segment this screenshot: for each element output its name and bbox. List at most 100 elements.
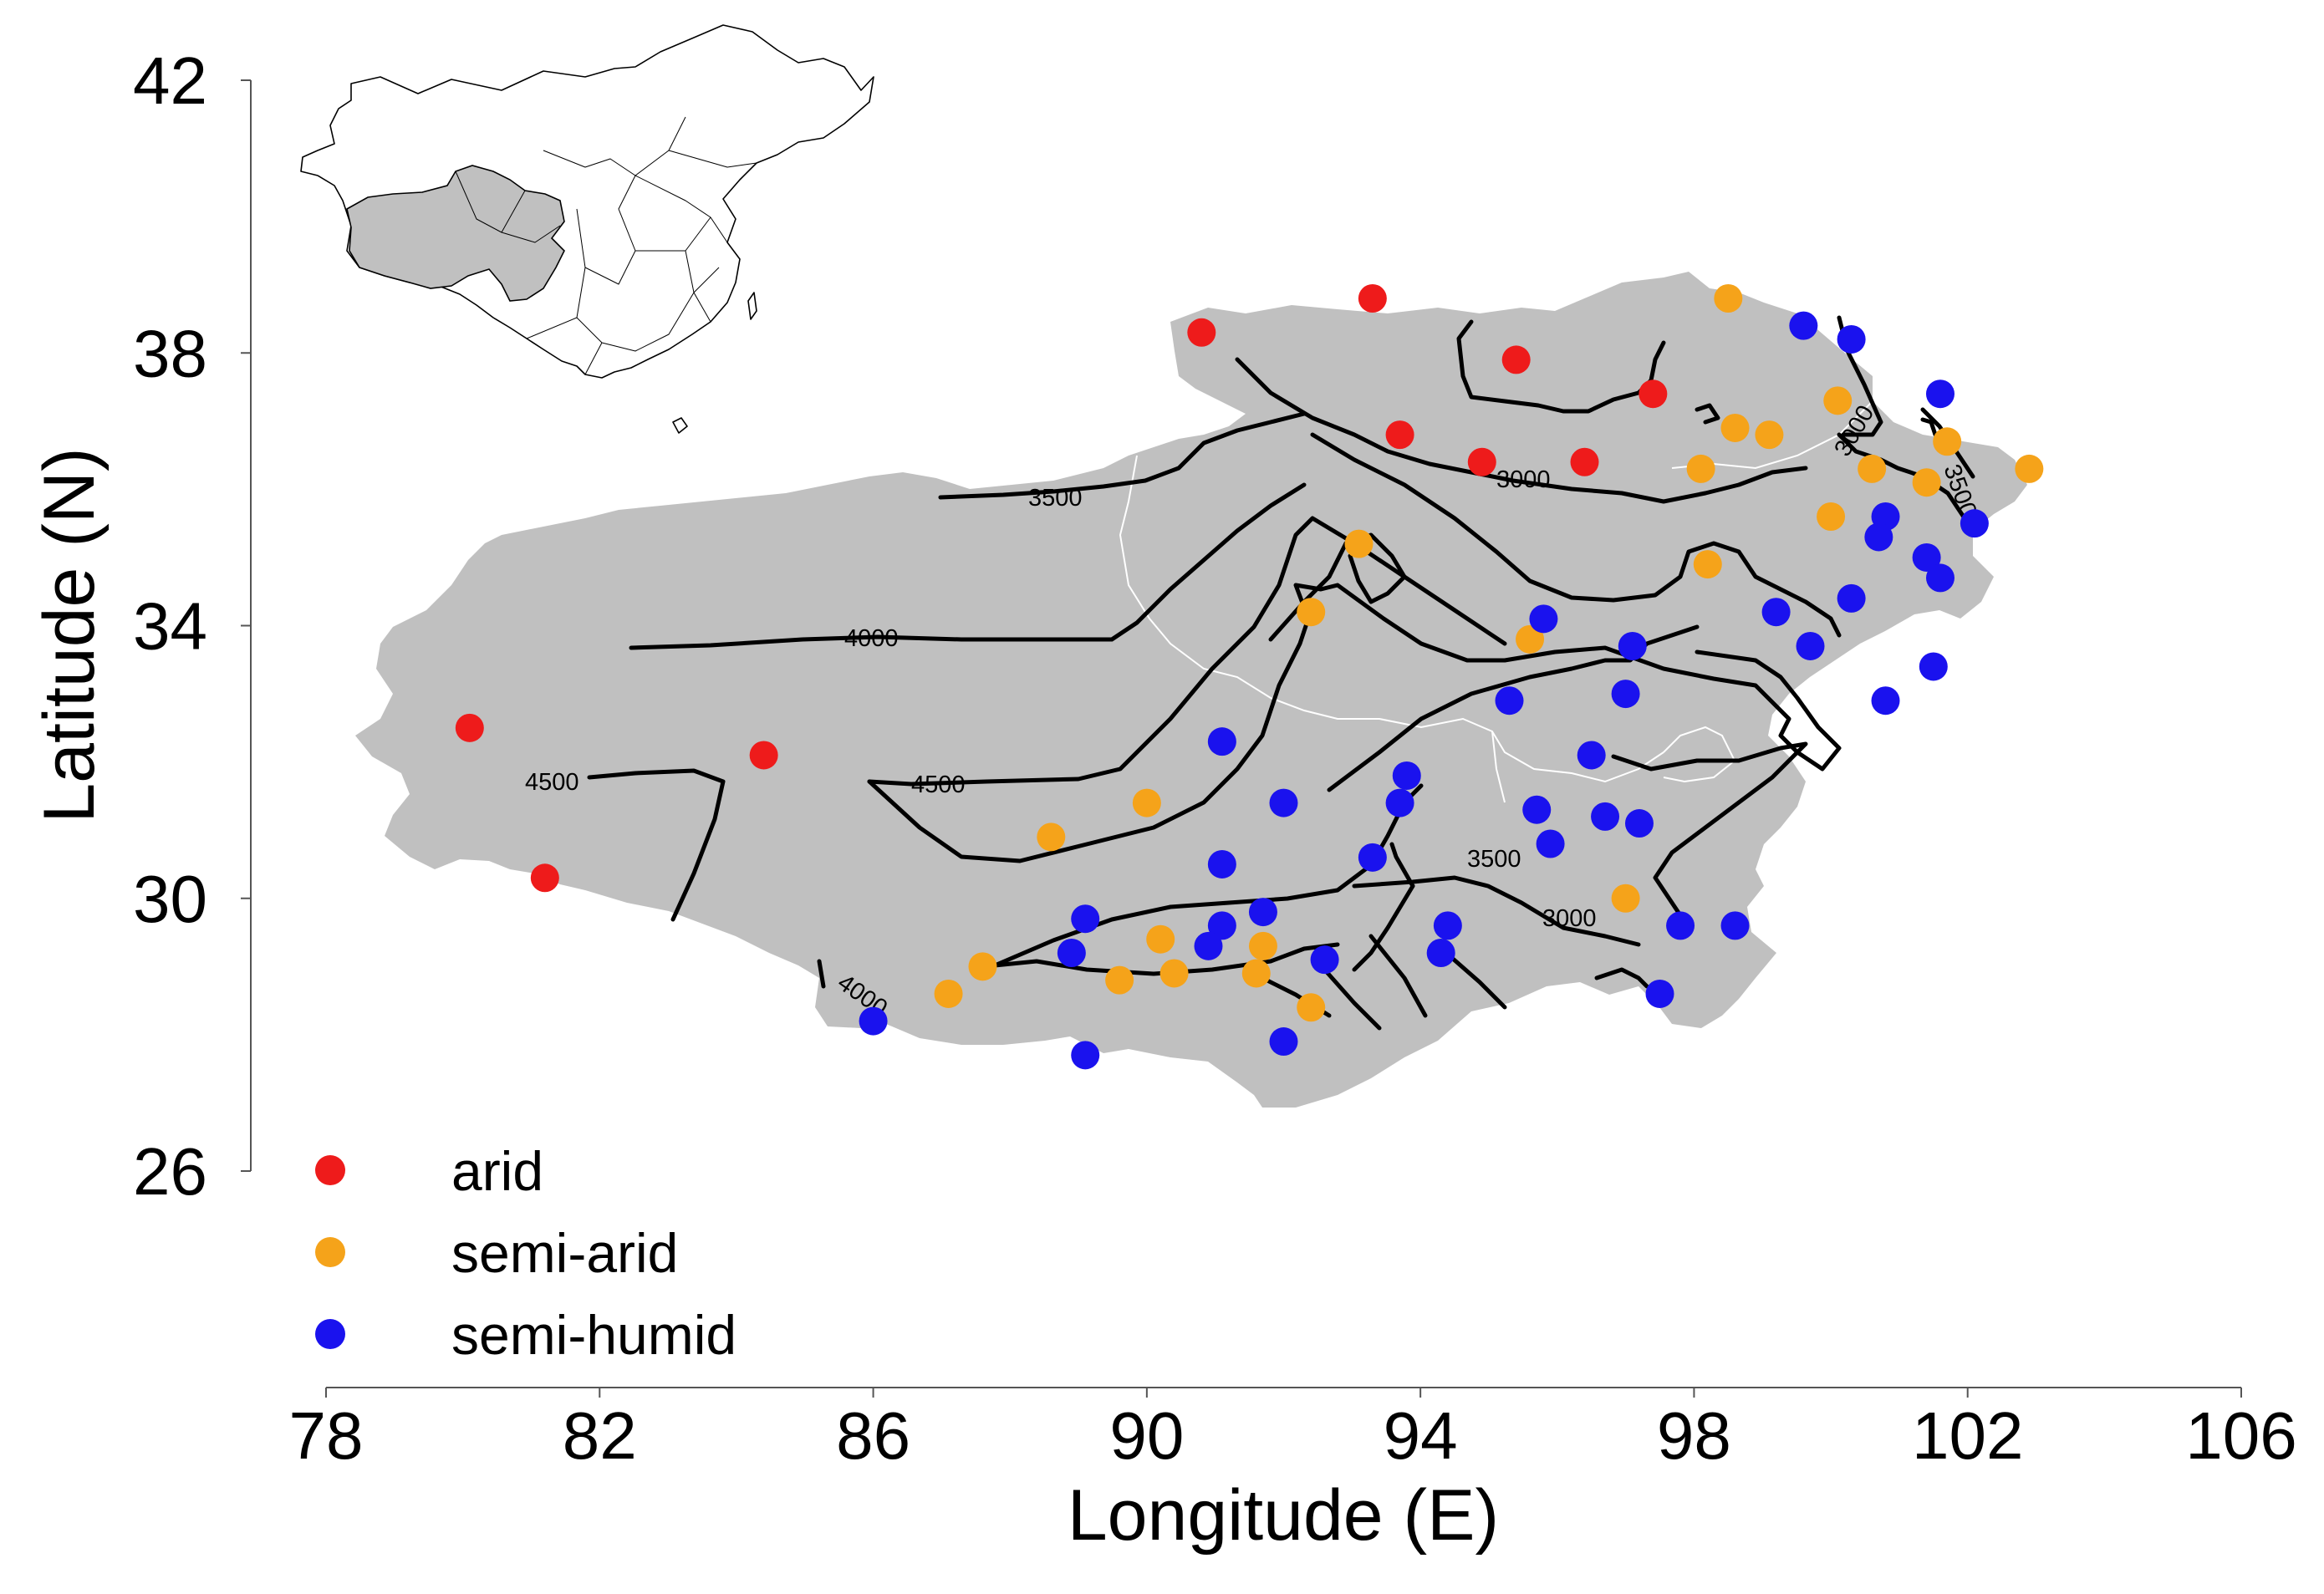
point-semi-humid: [859, 1006, 888, 1036]
contour-line-south-arm: [1389, 842, 1415, 889]
taiwan-island: [747, 292, 757, 320]
study-region-tibetan-plateau: [355, 272, 2027, 1108]
point-semi-humid: [1789, 311, 1818, 340]
point-semi-humid: [1433, 911, 1462, 940]
x-tick-label: 102: [1912, 1398, 2023, 1473]
contour-label: 4500: [911, 772, 966, 798]
point-arid: [1570, 447, 1599, 476]
point-semi-humid: [1426, 939, 1455, 967]
point-semi-humid: [1248, 898, 1277, 927]
point-semi-humid: [1577, 741, 1606, 770]
contour-line-east-3000: [1837, 432, 1967, 521]
contour-line-hengduan-west: [1327, 624, 1700, 792]
legend: arid semi-arid semi-humid: [315, 1140, 736, 1366]
point-semi-arid: [934, 979, 963, 1008]
point-semi-humid: [1761, 598, 1791, 627]
point-semi-humid: [1796, 631, 1825, 660]
point-semi-humid: [1666, 911, 1695, 940]
x-tick-label: 98: [1657, 1398, 1731, 1473]
inset-province-lines: [455, 116, 757, 375]
point-arid: [749, 741, 778, 770]
legend-label-arid: arid: [451, 1140, 543, 1202]
contour-label: 4500: [525, 769, 579, 796]
hainan-island: [672, 417, 688, 434]
legend-marker-semi-arid: [315, 1237, 345, 1267]
point-semi-humid: [1522, 795, 1552, 824]
point-semi-humid: [1871, 686, 1900, 716]
point-semi-humid: [1207, 727, 1236, 756]
point-semi-humid: [1529, 604, 1558, 634]
point-semi-humid: [1536, 829, 1565, 858]
contour-label: 4000: [844, 625, 899, 652]
x-axis-ticks: 78 82 86 90 94 98 102 106: [289, 1388, 2297, 1473]
point-arid: [1358, 284, 1387, 313]
point-semi-humid: [1837, 583, 1866, 613]
legend-marker-semi-humid: [315, 1319, 345, 1349]
y-axis-ticks: 26 30 34 38 42: [133, 43, 251, 1209]
y-tick-label: 26: [133, 1134, 207, 1209]
contour-line-east-tick: [1695, 403, 1720, 425]
y-tick-label: 38: [133, 316, 207, 390]
point-semi-arid: [1720, 413, 1750, 442]
point-semi-humid: [1495, 686, 1524, 716]
point-semi-arid: [1817, 502, 1846, 531]
contour-label: 3500: [1028, 485, 1083, 512]
point-arid: [455, 713, 484, 742]
x-tick-label: 82: [563, 1398, 637, 1473]
point-semi-humid: [1624, 809, 1654, 838]
x-axis-title: Longitude (E): [1068, 1475, 1499, 1556]
point-semi-arid: [1516, 624, 1545, 654]
point-semi-arid: [1248, 931, 1277, 960]
x-tick-label: 78: [289, 1398, 364, 1473]
point-semi-humid: [1591, 802, 1620, 831]
y-tick-label: 30: [133, 862, 207, 936]
point-semi-humid: [1864, 522, 1893, 552]
point-semi-humid: [1720, 911, 1750, 940]
contour-line-3500-west: [938, 411, 1307, 500]
contour-line-east-hook: [1920, 417, 1938, 437]
legend-label-semi-arid: semi-arid: [451, 1222, 678, 1284]
contour-line-qaidam-south: [1235, 357, 1808, 504]
point-semi-humid: [1071, 904, 1100, 934]
point-arid: [1187, 318, 1216, 347]
legend-marker-arid: [315, 1155, 345, 1185]
contour-line-south-diag-1: [1318, 963, 1382, 1031]
point-semi-arid: [2015, 454, 2044, 483]
y-axis-title: Latitude (N): [29, 447, 110, 822]
point-arid: [1501, 345, 1531, 374]
point-semi-arid: [1858, 454, 1887, 483]
contour-line-qaidam-inner: [1310, 432, 1842, 638]
point-semi-humid: [1919, 652, 1948, 681]
contour-line-3500-south: [1352, 875, 1641, 947]
contour-line-4500-central: [867, 516, 1507, 787]
point-arid: [1467, 447, 1496, 476]
contour-label: 3000: [1542, 905, 1597, 932]
contour-line-4000-west: [629, 482, 1307, 650]
point-semi-arid: [1823, 386, 1853, 415]
contour-line-west-himalaya: [817, 959, 826, 989]
x-tick-label: 90: [1109, 1398, 1184, 1473]
point-semi-humid: [1912, 542, 1941, 572]
y-tick-label: 34: [133, 589, 207, 664]
point-semi-arid: [1132, 788, 1161, 817]
point-semi-humid: [1960, 509, 1989, 538]
contour-line-small-loop: [1343, 532, 1407, 604]
contour-label: 3500: [1467, 846, 1521, 873]
point-semi-humid: [1645, 979, 1674, 1008]
station-points: [455, 284, 2044, 1070]
point-semi-humid: [1057, 939, 1086, 967]
point-semi-humid: [1618, 631, 1647, 660]
point-semi-humid: [1207, 911, 1236, 940]
point-semi-humid: [1207, 849, 1236, 878]
point-arid: [1639, 379, 1668, 409]
x-tick-label: 94: [1384, 1398, 1458, 1473]
china-outline-inset-map: [300, 24, 874, 434]
point-arid: [530, 863, 559, 893]
point-semi-arid: [1912, 468, 1941, 497]
point-semi-humid: [1269, 788, 1298, 817]
point-semi-humid: [1194, 931, 1223, 960]
point-semi-arid: [1297, 598, 1326, 627]
point-semi-arid: [1105, 965, 1134, 995]
contour-line-south-diag-3: [1444, 950, 1507, 1010]
